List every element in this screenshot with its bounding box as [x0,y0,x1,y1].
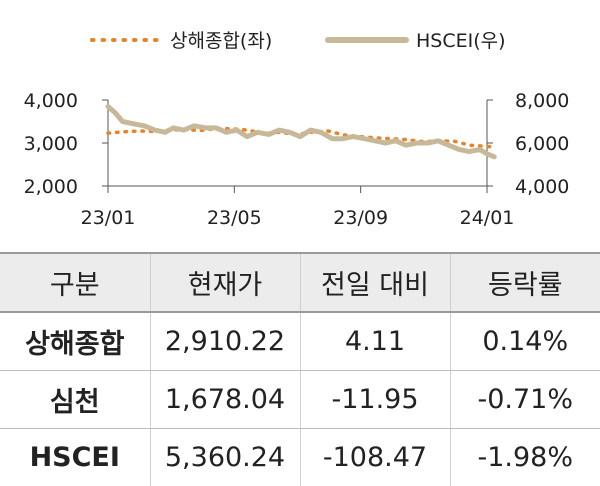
row-label-shenzhen: 심천 [0,371,150,429]
series-line-hscei [108,107,494,157]
index-quote-table: 구분 현재가 전일 대비 등락률 상해종합 2,910.22 4.11 0.14… [0,252,600,486]
header-daily-change: 전일 대비 [300,253,450,312]
table-row: HSCEI 5,360.24 -108.47 -1.98% [0,429,600,486]
row-label-hscei: HSCEI [0,429,150,486]
table-row: 심천 1,678.04 -11.95 -0.71% [0,371,600,429]
cell-daily-change: -108.47 [300,429,450,486]
legend-label-hscei: HSCEI(우) [416,30,506,52]
left-axis-tick-label: 3,000 [24,133,78,155]
left-axis-tick-label: 4,000 [24,90,78,112]
header-change-rate: 등락률 [450,253,600,312]
cell-daily-change: 4.11 [300,312,450,371]
cell-current-price: 5,360.24 [150,429,300,486]
table-header-row: 구분 현재가 전일 대비 등락률 [0,253,600,312]
chart-plot-area [108,107,494,157]
x-axis-tick-label: 23/01 [81,207,136,229]
x-axis-tick-label: 24/01 [460,207,515,229]
cell-daily-change: -11.95 [300,371,450,429]
cell-change-rate: -1.98% [450,429,600,486]
legend-label-shanghai: 상해종합(좌) [170,30,272,52]
header-category: 구분 [0,253,150,312]
x-axis-tick-label: 23/05 [207,207,262,229]
right-axis-tick-label: 8,000 [515,90,569,112]
header-current-price: 현재가 [150,253,300,312]
cell-current-price: 1,678.04 [150,371,300,429]
index-line-chart: 상해종합(좌) HSCEI(우) 2,000 3,000 4,000 4,000 6,00… [0,0,600,252]
left-axis-tick-label: 2,000 [24,176,78,198]
cell-change-rate: -0.71% [450,371,600,429]
row-label-shanghai: 상해종합 [0,312,150,371]
right-axis-tick-label: 4,000 [515,176,569,198]
table-row: 상해종합 2,910.22 4.11 0.14% [0,312,600,371]
right-axis-tick-label: 6,000 [515,133,569,155]
cell-change-rate: 0.14% [450,312,600,371]
chart-axes: 2,000 3,000 4,000 4,000 6,000 8,000 23/01 23/05… [24,90,570,229]
chart-legend: 상해종합(좌) HSCEI(우) [92,30,506,52]
cell-current-price: 2,910.22 [150,312,300,371]
x-axis-tick-label: 23/09 [333,207,388,229]
